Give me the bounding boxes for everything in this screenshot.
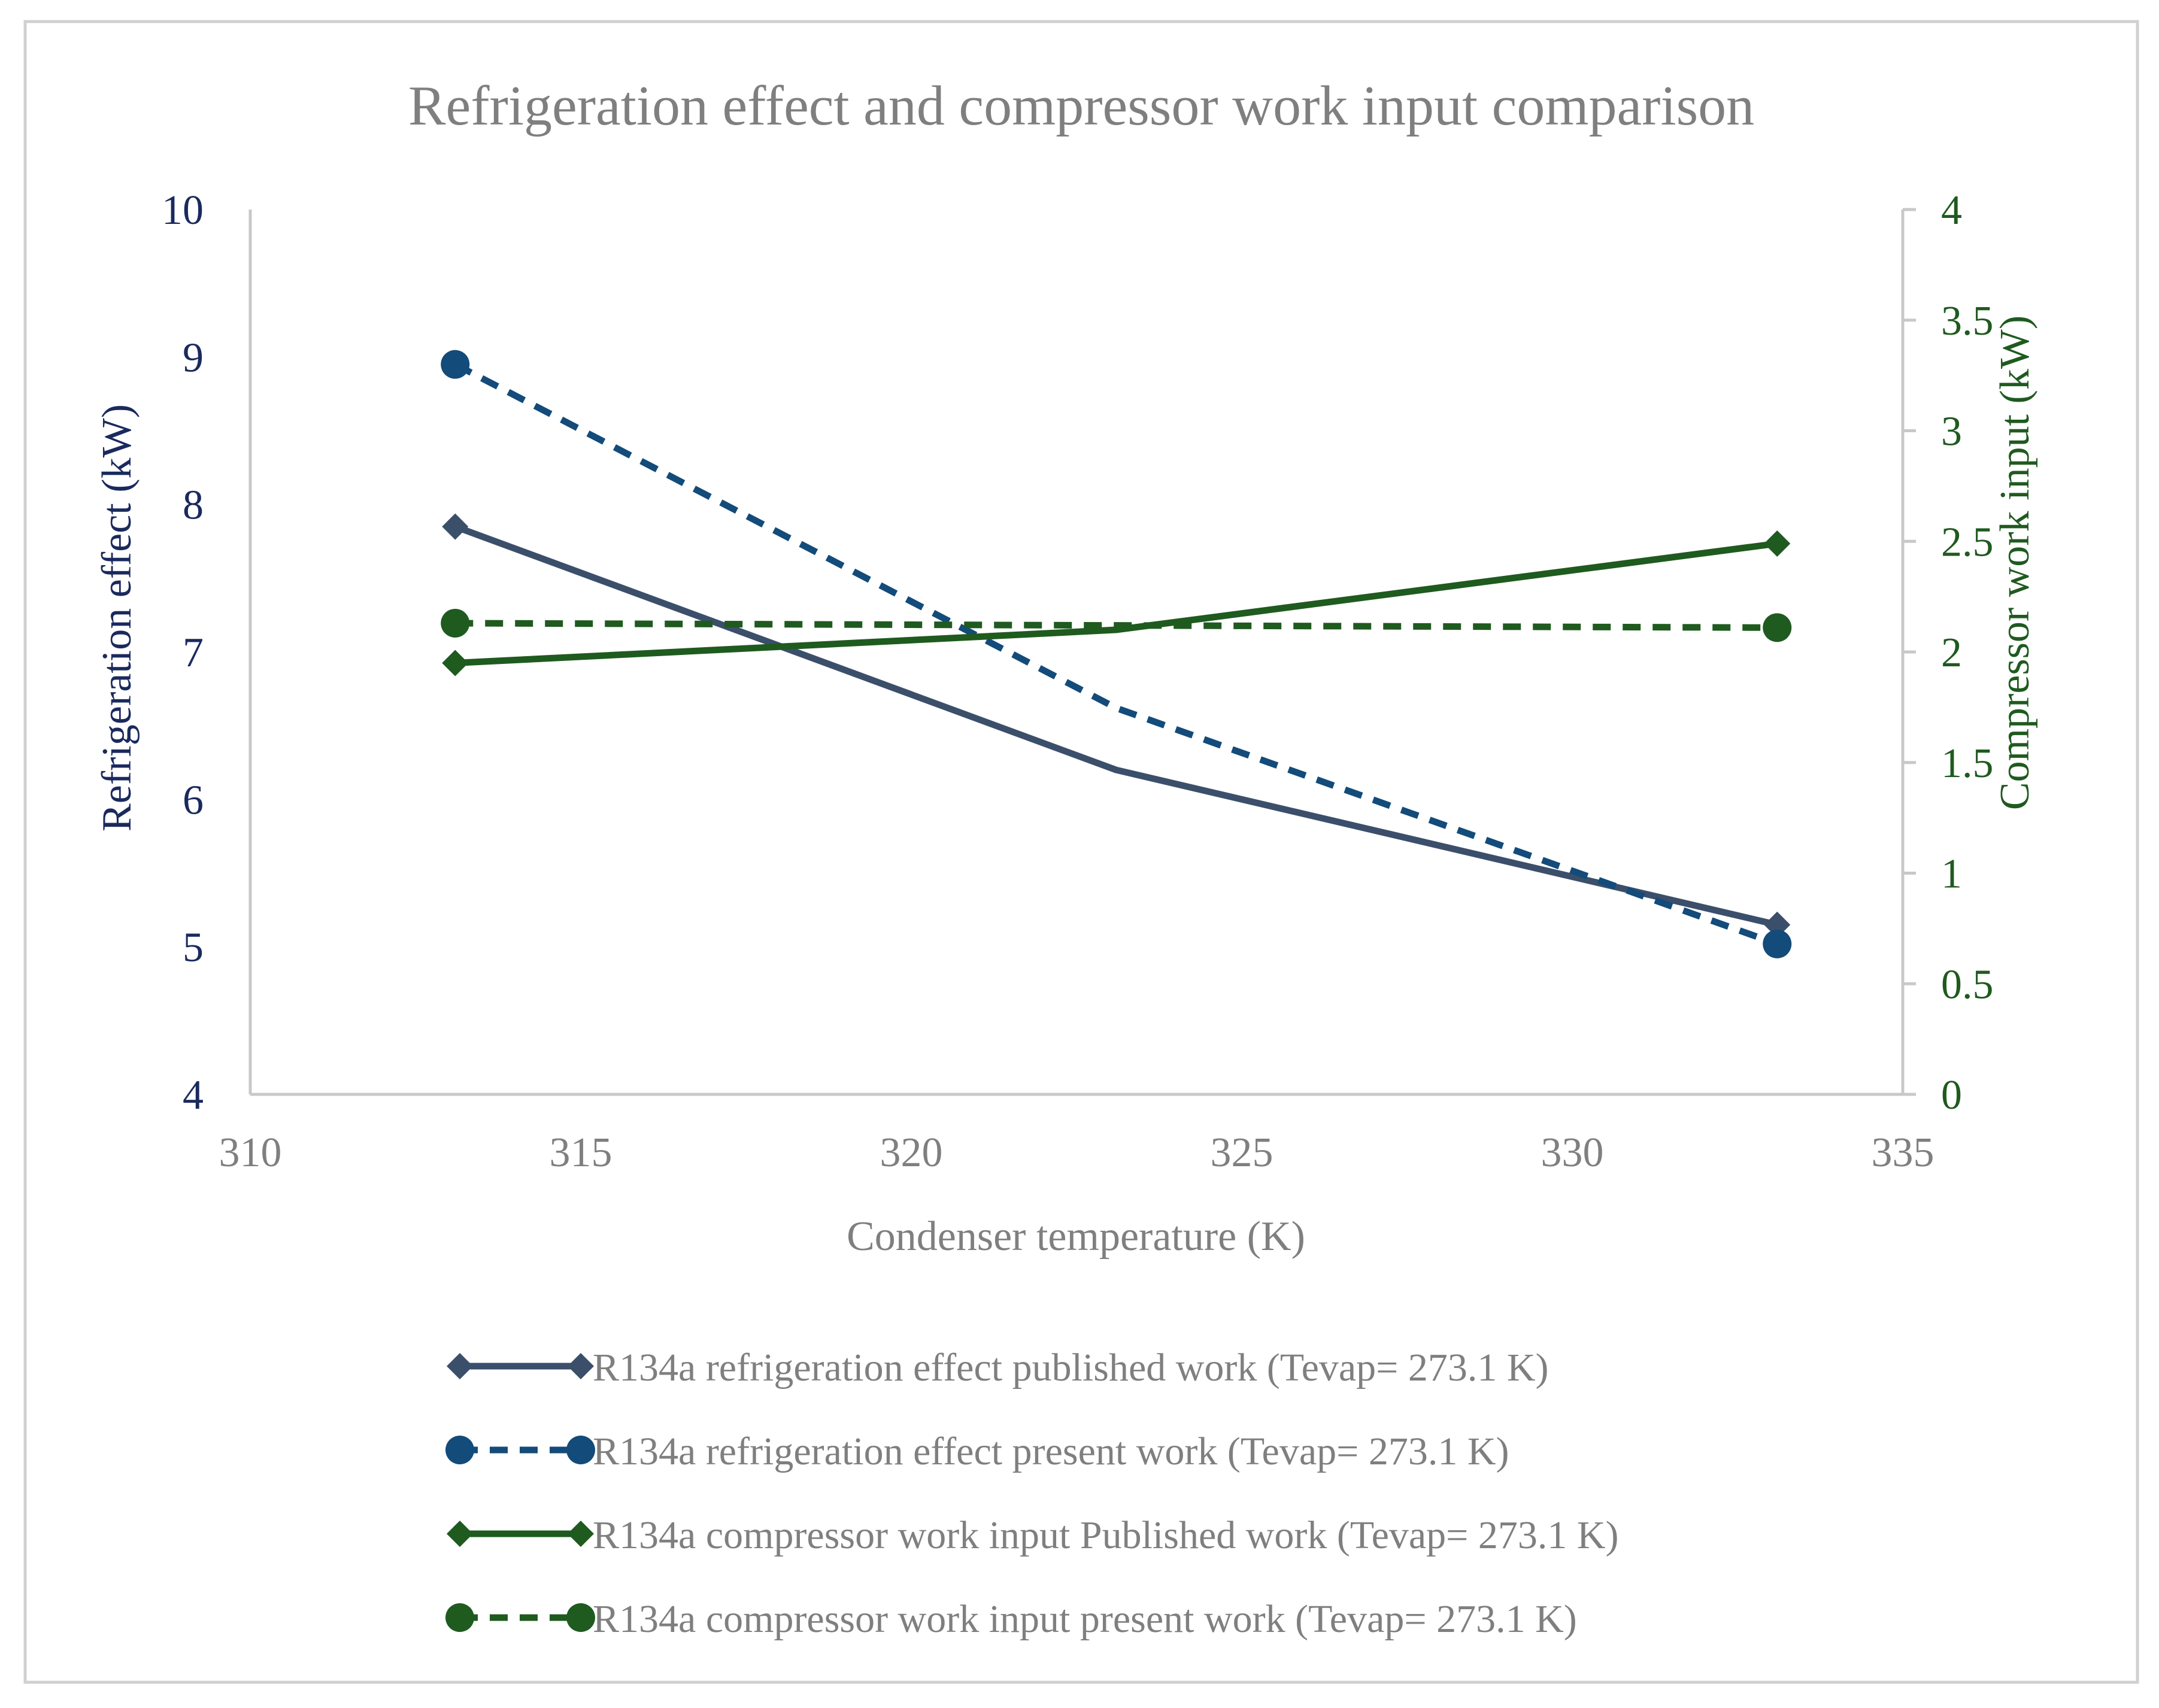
series-point-marker <box>1763 929 1792 958</box>
series-point-marker <box>1764 530 1791 557</box>
legend-swatch-marker <box>445 1603 474 1632</box>
x-axis-label: Condenser temperature (K) <box>847 1214 1305 1260</box>
legend-item: R134a refrigeration effect present work … <box>445 1430 1509 1473</box>
y-left-tick-label: 5 <box>183 925 204 971</box>
y-left-tick-label: 4 <box>183 1072 204 1118</box>
legend-swatch-marker <box>447 1521 473 1547</box>
series-point-marker <box>442 650 469 676</box>
y-axis-right-label: Compressor work input (kW) <box>1992 315 2038 810</box>
series-4 <box>441 608 1792 642</box>
y-right-tick-label: 1.5 <box>1941 741 1994 787</box>
y-right-tick-label: 0.5 <box>1941 961 1994 1008</box>
legend-swatch-marker <box>445 1436 474 1464</box>
legend-item: R134a compressor work input Published wo… <box>447 1513 1619 1557</box>
series-point-marker <box>1763 613 1792 642</box>
series-2 <box>441 350 1792 958</box>
left-tick-labels: 4 5 6 7 8 9 10 <box>162 187 204 1118</box>
series-line <box>455 620 1778 631</box>
x-tick-label: 315 <box>550 1130 612 1176</box>
x-tick-label: 330 <box>1541 1130 1604 1176</box>
chart-border <box>23 20 2139 1684</box>
x-tick-label: 325 <box>1211 1130 1273 1176</box>
y-left-tick-label: 8 <box>183 483 204 529</box>
legend-swatch-marker <box>568 1353 594 1379</box>
y-axis-left-label: Refrigeration effect (kW) <box>94 404 140 832</box>
series-line <box>454 540 1778 666</box>
series-point-marker <box>441 350 470 379</box>
legend-label: R134a compressor work input Published wo… <box>593 1513 1619 1557</box>
series-3 <box>442 530 1791 676</box>
series-line <box>454 523 1778 929</box>
legend: R134a refrigeration effect published wor… <box>445 1346 1619 1641</box>
legend-label: R134a refrigeration effect present work … <box>593 1430 1509 1473</box>
right-tick-labels: 0 0.5 1 1.5 2 2.5 3 3.5 4 <box>1903 187 1994 1118</box>
x-tick-label: 310 <box>219 1130 282 1176</box>
legend-swatch-marker <box>447 1353 473 1379</box>
legend-label: R134a refrigeration effect published wor… <box>593 1346 1549 1390</box>
y-right-tick-label: 0 <box>1941 1072 1962 1118</box>
y-right-tick-label: 2 <box>1941 630 1962 676</box>
x-tick-label: 320 <box>880 1130 943 1176</box>
legend-label: R134a compressor work input present work… <box>593 1597 1577 1641</box>
y-right-tick-label: 4 <box>1941 187 1962 233</box>
y-right-tick-label: 2.5 <box>1941 519 1994 565</box>
series-layer <box>441 350 1792 958</box>
y-right-tick-label: 1 <box>1941 851 1962 897</box>
chart-title: Refrigeration effect and compressor work… <box>408 75 1754 137</box>
legend-swatch-marker <box>568 1521 594 1547</box>
series-point-marker <box>441 608 470 638</box>
legend-swatch-marker <box>566 1436 595 1464</box>
x-tick-labels: 310 315 320 325 330 335 <box>219 1130 1934 1176</box>
y-left-tick-label: 9 <box>183 335 204 381</box>
y-left-tick-label: 7 <box>183 630 204 676</box>
series-point-marker <box>442 513 469 540</box>
y-left-tick-label: 10 <box>162 187 204 233</box>
legend-swatch-marker <box>566 1603 595 1632</box>
y-left-tick-label: 6 <box>183 777 204 823</box>
series-line <box>453 361 1779 947</box>
y-right-tick-label: 3 <box>1941 409 1962 455</box>
legend-item: R134a compressor work input present work… <box>445 1597 1577 1641</box>
x-tick-label: 335 <box>1872 1130 1934 1176</box>
legend-item: R134a refrigeration effect published wor… <box>447 1346 1549 1390</box>
y-right-tick-label: 3.5 <box>1941 298 1994 344</box>
